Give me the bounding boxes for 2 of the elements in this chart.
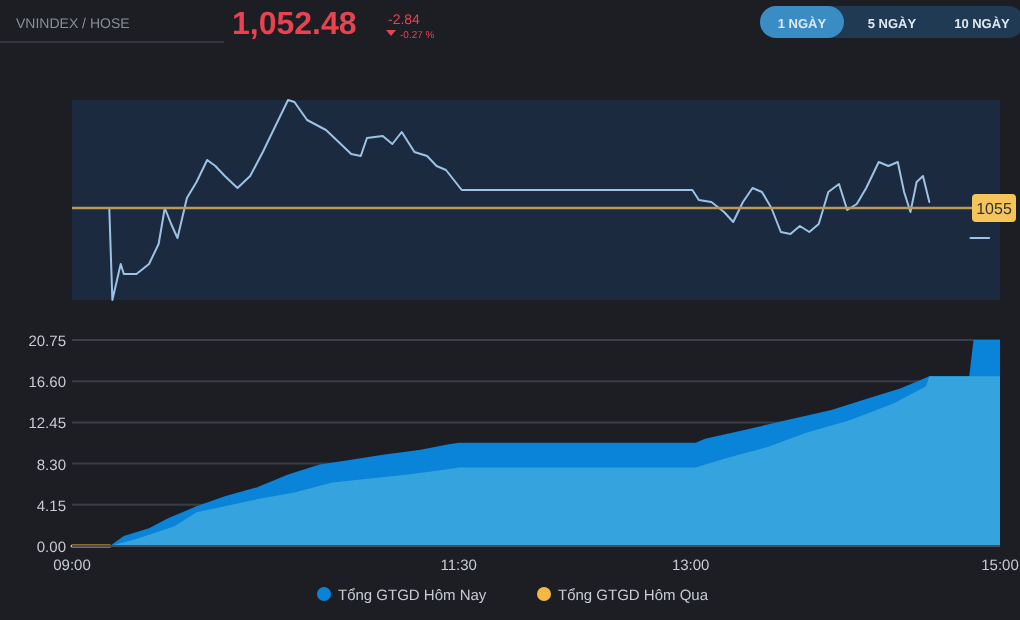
annotation: 1055: [976, 200, 1013, 218]
text: 1,052.48: [232, 8, 357, 42]
